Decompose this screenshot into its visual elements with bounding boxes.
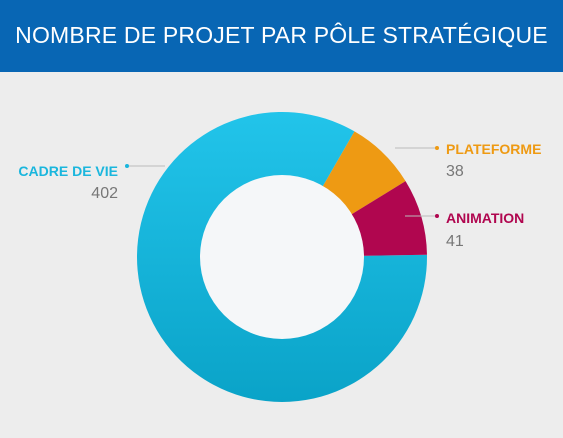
label-animation: ANIMATION: [446, 210, 524, 226]
page-title: NOMBRE DE PROJET PAR PÔLE STRATÉGIQUE: [15, 22, 548, 48]
label-plateforme: PLATEFORME: [446, 141, 541, 157]
donut-hole: [200, 175, 364, 339]
leader-dot-animation: [435, 214, 439, 218]
label-cadre-de-vie: CADRE DE VIE: [18, 163, 118, 179]
value-cadre-de-vie: 402: [91, 185, 118, 202]
header-bar: NOMBRE DE PROJET PAR PÔLE STRATÉGIQUE: [0, 0, 563, 72]
value-animation: 41: [446, 233, 464, 250]
value-plateforme: 38: [446, 163, 464, 180]
leader-dot-cadre-de-vie: [125, 164, 129, 168]
leader-dot-plateforme: [435, 146, 439, 150]
